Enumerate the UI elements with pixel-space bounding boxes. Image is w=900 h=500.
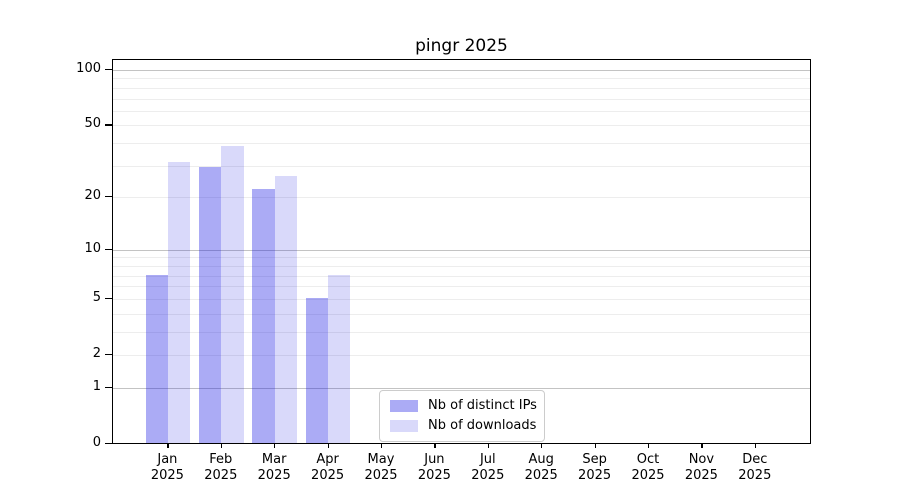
x-tick-apr bbox=[327, 443, 329, 448]
y-gridline-minor-9 bbox=[113, 257, 810, 259]
x-tick-jul bbox=[487, 443, 489, 448]
gridlines-layer bbox=[113, 60, 810, 443]
x-tick-label-jun: Jun 2025 bbox=[417, 452, 451, 483]
y-gridline-minor-60 bbox=[113, 110, 810, 112]
y-gridline-minor-8 bbox=[113, 265, 810, 267]
y-gridline-major-100 bbox=[113, 70, 810, 71]
x-tick-label-sep: Sep 2025 bbox=[578, 452, 612, 483]
y-gridline-minor-70 bbox=[113, 98, 810, 100]
legend: Nb of distinct IPs Nb of downloads bbox=[379, 390, 545, 442]
y-gridline-minor-4 bbox=[113, 313, 810, 315]
legend-swatch-downloads bbox=[390, 420, 418, 432]
y-tick-2 bbox=[105, 354, 112, 356]
x-tick-label-nov: Nov 2025 bbox=[684, 452, 718, 483]
bar-distinct-ips-feb bbox=[198, 167, 222, 443]
legend-label-distinct-ips: Nb of distinct IPs bbox=[428, 398, 537, 413]
bar-distinct-ips-jan bbox=[145, 274, 168, 443]
y-gridline-minor-90 bbox=[113, 78, 810, 80]
y-tick-label-2: 2 bbox=[92, 346, 101, 361]
y-tick-label-0: 0 bbox=[92, 435, 101, 450]
y-tick-1 bbox=[105, 386, 112, 388]
bar-downloads-apr bbox=[328, 274, 351, 443]
chart-title: pingr 2025 bbox=[415, 36, 508, 56]
y-tick-label-100: 100 bbox=[76, 61, 101, 76]
y-gridline-minor-50 bbox=[113, 125, 810, 127]
bar-downloads-mar bbox=[274, 175, 298, 443]
y-gridline-minor-7 bbox=[113, 275, 810, 277]
legend-item-downloads: Nb of downloads bbox=[390, 418, 537, 434]
y-gridline-minor-5 bbox=[113, 298, 810, 300]
x-tick-label-mar: Mar 2025 bbox=[257, 452, 291, 483]
x-tick-label-dec: Dec 2025 bbox=[738, 452, 772, 483]
y-tick-10 bbox=[105, 248, 112, 250]
legend-item-distinct-ips: Nb of distinct IPs bbox=[390, 398, 537, 414]
y-gridline-minor-40 bbox=[113, 143, 810, 145]
x-tick-label-aug: Aug 2025 bbox=[524, 452, 558, 483]
x-tick-aug bbox=[541, 443, 543, 448]
y-tick-label-5: 5 bbox=[92, 289, 101, 305]
y-tick-100 bbox=[105, 69, 112, 71]
legend-label-downloads: Nb of downloads bbox=[428, 418, 537, 433]
x-tick-may bbox=[381, 443, 383, 448]
y-gridline-minor-80 bbox=[113, 87, 810, 89]
x-tick-mar bbox=[274, 443, 276, 448]
y-tick-5 bbox=[105, 297, 112, 299]
bar-downloads-jan bbox=[167, 162, 191, 443]
y-gridline-minor-30 bbox=[113, 165, 810, 167]
x-tick-dec bbox=[754, 443, 756, 448]
x-tick-nov bbox=[701, 443, 703, 448]
y-gridline-minor-3 bbox=[113, 331, 810, 333]
x-tick-label-jan: Jan 2025 bbox=[150, 452, 184, 483]
y-gridline-minor-2 bbox=[113, 355, 810, 356]
x-tick-label-apr: Apr 2025 bbox=[311, 452, 345, 483]
y-gridline-minor-6 bbox=[113, 286, 810, 288]
bar-distinct-ips-apr bbox=[305, 297, 329, 443]
y-tick-label-50: 50 bbox=[84, 116, 101, 132]
x-tick-label-jul: Jul 2025 bbox=[471, 452, 505, 483]
y-tick-label-10: 10 bbox=[84, 240, 101, 256]
x-tick-jun bbox=[434, 443, 436, 448]
x-tick-jan bbox=[167, 443, 169, 448]
x-tick-oct bbox=[648, 443, 650, 448]
x-tick-label-may: May 2025 bbox=[364, 452, 398, 483]
bar-downloads-feb bbox=[221, 146, 244, 443]
y-tick-20 bbox=[105, 196, 112, 198]
legend-swatch-distinct-ips bbox=[390, 400, 418, 412]
y-gridline-major-1 bbox=[113, 387, 810, 389]
bars-layer bbox=[113, 60, 810, 443]
y-tick-50 bbox=[105, 124, 112, 126]
y-gridline-minor-20 bbox=[113, 197, 810, 199]
y-tick-label-20: 20 bbox=[84, 188, 101, 204]
y-tick-0 bbox=[105, 443, 112, 445]
y-tick-label-1: 1 bbox=[92, 378, 101, 394]
x-tick-feb bbox=[220, 443, 222, 448]
plot-area: Nb of distinct IPs Nb of downloads bbox=[112, 59, 811, 444]
x-tick-label-oct: Oct 2025 bbox=[631, 452, 665, 483]
bar-distinct-ips-mar bbox=[252, 188, 275, 443]
y-gridline-major-10 bbox=[113, 249, 810, 251]
x-tick-sep bbox=[594, 443, 596, 448]
x-tick-label-feb: Feb 2025 bbox=[204, 452, 238, 483]
